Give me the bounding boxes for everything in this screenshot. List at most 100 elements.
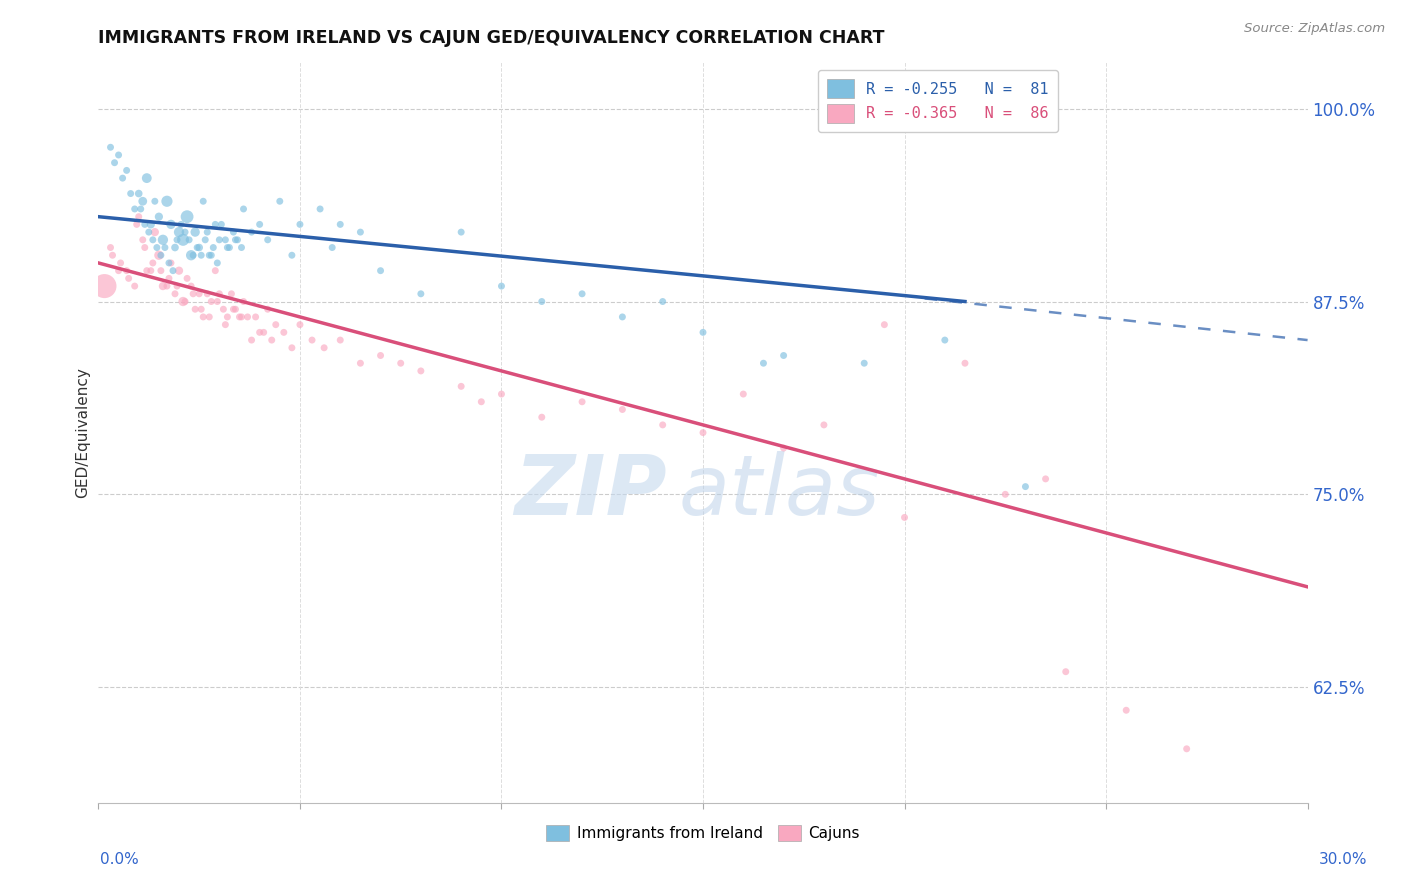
Point (118, 271, 141, 285)
Point (160, 218, 183, 232)
Point (120, 186, 142, 201)
Point (245, 310, 267, 324)
Point (110, 256, 132, 270)
Point (181, 248, 204, 262)
Point (612, 310, 634, 324)
Point (132, 194, 155, 209)
Point (651, 294, 673, 309)
Point (166, 233, 188, 247)
Point (188, 240, 211, 255)
Point (329, 218, 352, 232)
Point (193, 310, 215, 324)
Point (222, 225, 245, 239)
Point (160, 256, 183, 270)
Point (491, 279, 513, 293)
Point (142, 233, 165, 247)
Point (184, 302, 207, 317)
Point (1054, 665, 1077, 679)
Point (190, 302, 212, 317)
Point (207, 256, 229, 270)
Point (228, 310, 250, 324)
Point (107, 148, 129, 162)
Point (170, 218, 193, 232)
Text: ZIP: ZIP (515, 451, 666, 533)
Point (167, 263, 190, 277)
Point (232, 202, 254, 216)
Point (349, 356, 371, 370)
Point (217, 240, 239, 255)
Point (198, 248, 221, 262)
Point (139, 218, 162, 232)
Point (172, 294, 194, 309)
Point (253, 326, 276, 340)
Point (893, 510, 915, 524)
Point (186, 240, 208, 255)
Point (530, 294, 553, 309)
Point (240, 333, 263, 347)
Point (470, 394, 492, 409)
Point (172, 233, 194, 247)
Point (180, 248, 202, 262)
Point (195, 225, 218, 239)
Point (115, 263, 138, 277)
Point (281, 341, 304, 355)
Point (236, 310, 259, 324)
Point (162, 263, 184, 277)
Point (93, 279, 115, 293)
Point (692, 425, 714, 440)
Point (218, 240, 240, 255)
Point (231, 310, 253, 324)
Point (873, 318, 896, 332)
Point (152, 279, 174, 293)
Point (571, 286, 593, 301)
Point (176, 271, 198, 285)
Point (207, 294, 229, 309)
Point (163, 240, 186, 255)
Point (450, 225, 472, 239)
Point (212, 302, 235, 317)
Point (152, 233, 174, 247)
Point (200, 294, 222, 309)
Point (733, 387, 755, 401)
Point (195, 286, 218, 301)
Point (184, 225, 207, 239)
Point (214, 318, 236, 332)
Point (273, 326, 295, 340)
Point (651, 417, 673, 432)
Point (193, 194, 215, 209)
Point (232, 294, 254, 309)
Text: 0.0%: 0.0% (100, 852, 139, 867)
Point (156, 279, 179, 293)
Point (249, 326, 271, 340)
Point (148, 210, 170, 224)
Point (934, 333, 956, 347)
Point (103, 155, 125, 169)
Point (179, 233, 201, 247)
Point (129, 202, 152, 216)
Point (288, 318, 311, 332)
Point (309, 202, 332, 216)
Point (198, 310, 221, 324)
Point (138, 225, 160, 239)
Point (217, 310, 239, 324)
Point (612, 402, 634, 417)
Point (139, 263, 162, 277)
Point (1014, 480, 1036, 494)
Point (142, 256, 165, 270)
Point (240, 225, 263, 239)
Point (772, 441, 794, 455)
Point (571, 394, 593, 409)
Point (115, 163, 138, 178)
Point (124, 279, 146, 293)
Point (149, 263, 172, 277)
Point (231, 240, 253, 255)
Point (288, 218, 311, 232)
Point (226, 233, 249, 247)
Point (156, 194, 179, 209)
Point (491, 387, 513, 401)
Text: Source: ZipAtlas.com: Source: ZipAtlas.com (1244, 22, 1385, 36)
Point (149, 248, 172, 262)
Point (111, 171, 134, 186)
Point (953, 356, 976, 370)
Point (214, 233, 236, 247)
